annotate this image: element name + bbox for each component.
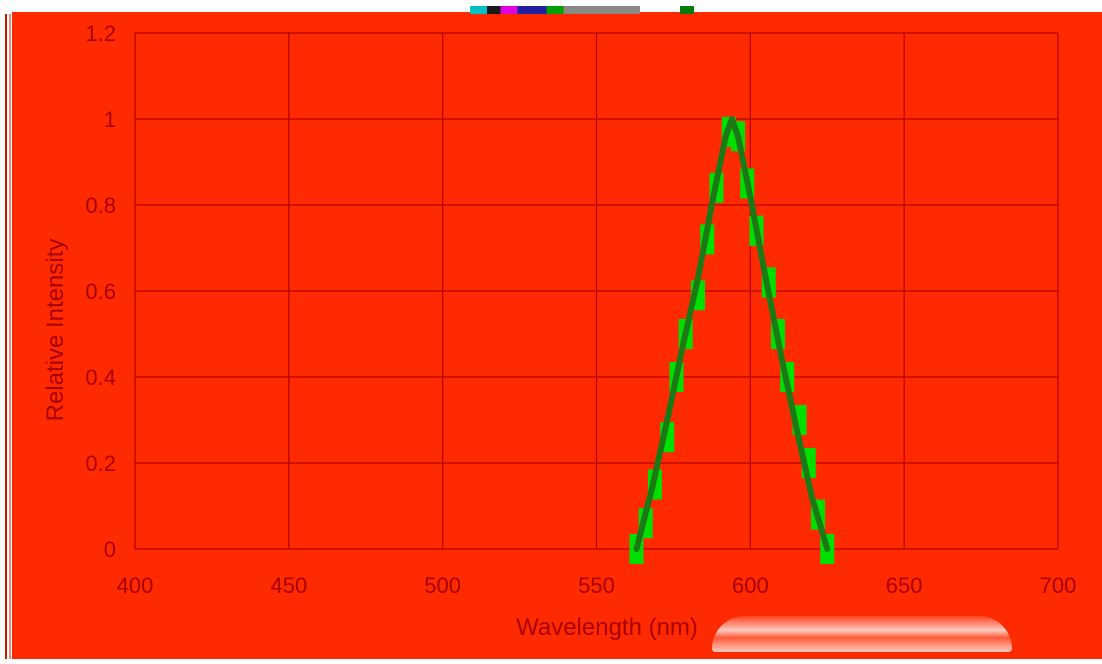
frame-background [12, 10, 1102, 659]
y-tick-label: 0.6 [85, 279, 116, 304]
curve-series [633, 116, 831, 552]
x-tick-label: 650 [886, 573, 923, 598]
y-tick-label: 0.8 [85, 193, 116, 218]
x-tick-label: 700 [1040, 573, 1077, 598]
x-tick-label: 450 [270, 573, 307, 598]
bottom-artifact-smudge [712, 616, 1012, 652]
y-tick-label: 0.2 [85, 451, 116, 476]
x-axis-title: Wavelength (nm) [516, 614, 698, 641]
y-axis-title: Relative Intensity [42, 239, 69, 422]
y-tick-label: 1.2 [85, 21, 116, 46]
top-artifact-strip [470, 6, 640, 14]
y-tick-label: 0 [104, 537, 116, 562]
x-tick-label: 500 [424, 573, 461, 598]
x-tick-label: 550 [578, 573, 615, 598]
x-tick-label: 400 [117, 573, 154, 598]
y-tick-label: 0.4 [85, 365, 116, 390]
x-tick-labels: 400 450 500 550 600 650 700 [117, 573, 1077, 598]
x-tick-label: 600 [732, 573, 769, 598]
gridlines [134, 32, 1059, 550]
top-artifact-dot [680, 6, 694, 14]
y-tick-labels: 0 0.2 0.4 0.6 0.8 1 1.2 [85, 21, 116, 562]
fitted-curve-line [633, 116, 831, 552]
y-tick-label: 1 [104, 107, 116, 132]
